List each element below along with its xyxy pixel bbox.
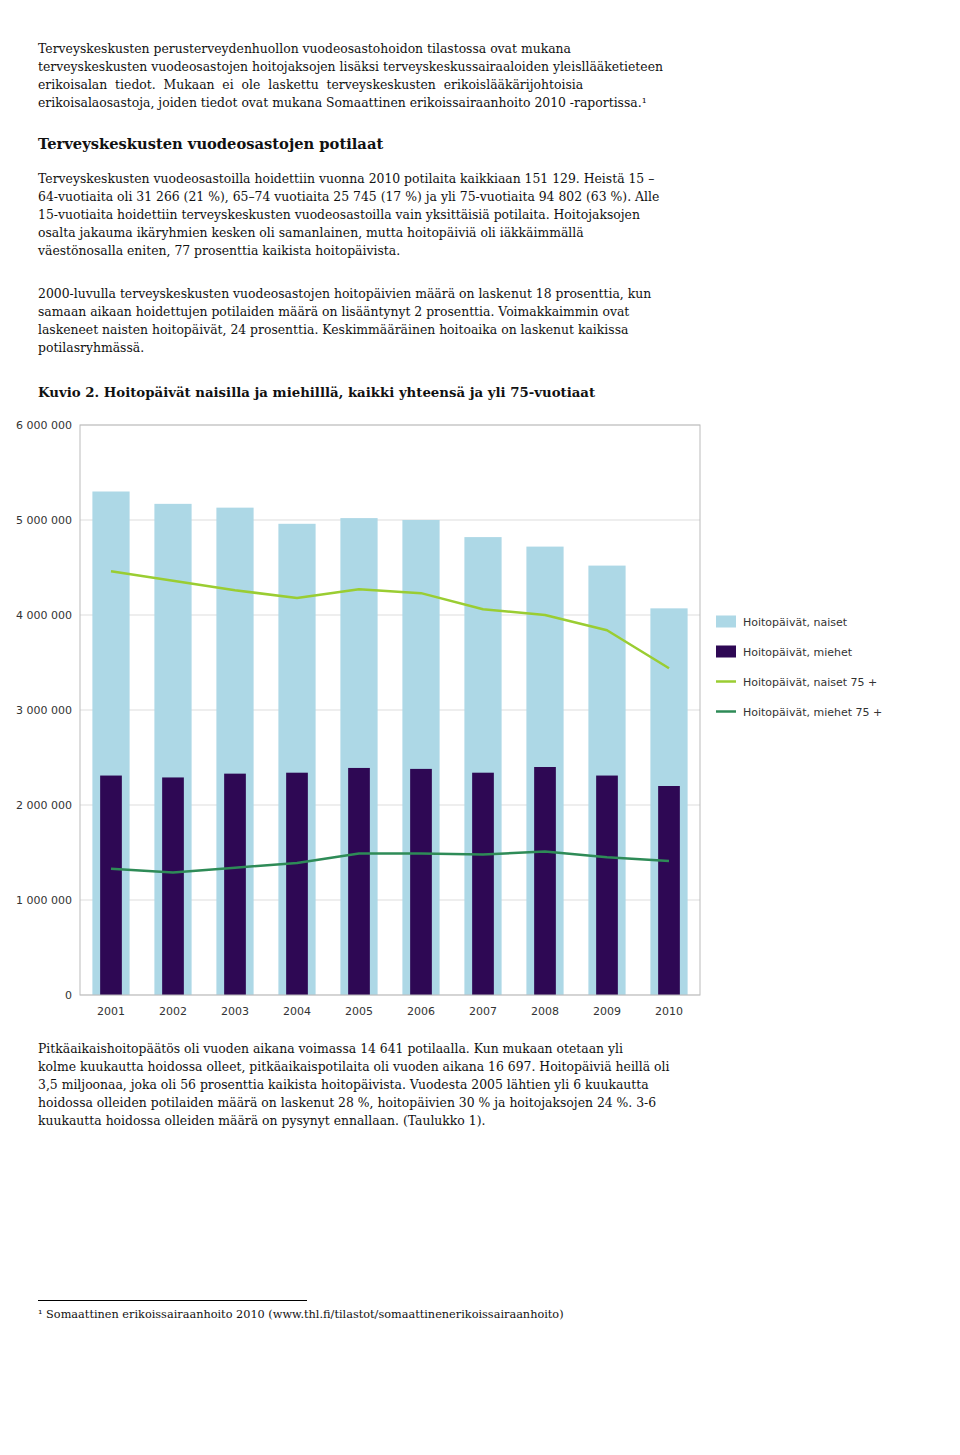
legend: Hoitopäivät, naiset Hoitopäivät, miehet Ho… [716,616,882,719]
paragraph: Pitkäaikaishoitopäätös oli vuoden aikana… [38,1040,670,1130]
paragraph: Terveyskeskusten perusterveydenhuollon v… [38,40,663,112]
x-tick-label: 2004 [283,1005,311,1018]
footnote: ¹ Somaattinen erikoissairaanhoito 2010 (… [38,1308,564,1321]
paragraph: Terveyskeskusten vuodeosastoilla hoidett… [38,170,659,260]
x-tick-label: 2001 [97,1005,125,1018]
y-tick-label: 6 000 000 [16,419,72,432]
legend-swatch [716,680,736,683]
x-tick-label: 2010 [655,1005,683,1018]
y-tick-label: 5 000 000 [16,514,72,527]
legend-label: Hoitopäivät, miehet 75 + [743,706,882,719]
bar [650,608,687,995]
x-tick-label: 2005 [345,1005,373,1018]
x-tick-label: 2003 [221,1005,249,1018]
bar [658,786,680,995]
bar [286,773,308,995]
x-tick-label: 2006 [407,1005,435,1018]
bar [216,508,253,995]
y-tick-label: 0 [65,989,72,1002]
bar [100,776,122,995]
bar [162,777,184,995]
bar [596,776,618,995]
bar [154,504,191,995]
x-tick-label: 2002 [159,1005,187,1018]
line [111,852,669,873]
chart: 0 1 000 000 2 000 000 3 000 000 4 000 000 5 0… [0,410,960,1030]
chart-title: Kuvio 2. Hoitopäivät naisilla ja miehill… [38,385,595,400]
bar [410,769,432,995]
legend-swatch [716,710,736,713]
legend-swatch [716,646,736,658]
paragraph: 2000-luvulla terveyskeskusten vuodeosast… [38,285,651,357]
legend-label: Hoitopäivät, naiset 75 + [743,676,877,689]
y-tick-label: 4 000 000 [16,609,72,622]
y-tick-label: 3 000 000 [16,704,72,717]
bar [92,492,129,996]
legend-label: Hoitopäivät, naiset [743,616,848,629]
footnote-separator [38,1300,307,1301]
grid [80,425,700,995]
plot-marks [92,492,687,996]
x-tick-label: 2007 [469,1005,497,1018]
x-tick-label: 2008 [531,1005,559,1018]
bar [534,767,556,995]
y-tick-label: 2 000 000 [16,799,72,812]
plot-frame [80,425,700,995]
y-tick-label: 1 000 000 [16,894,72,907]
line [111,571,669,668]
bar [224,774,246,995]
legend-label: Hoitopäivät, miehet [743,646,853,659]
bar [278,524,315,995]
bar [348,768,370,995]
x-tick-label: 2009 [593,1005,621,1018]
legend-swatch [716,616,736,628]
bar [472,773,494,995]
section-heading: Terveyskeskusten vuodeosastojen potilaat [38,135,383,152]
